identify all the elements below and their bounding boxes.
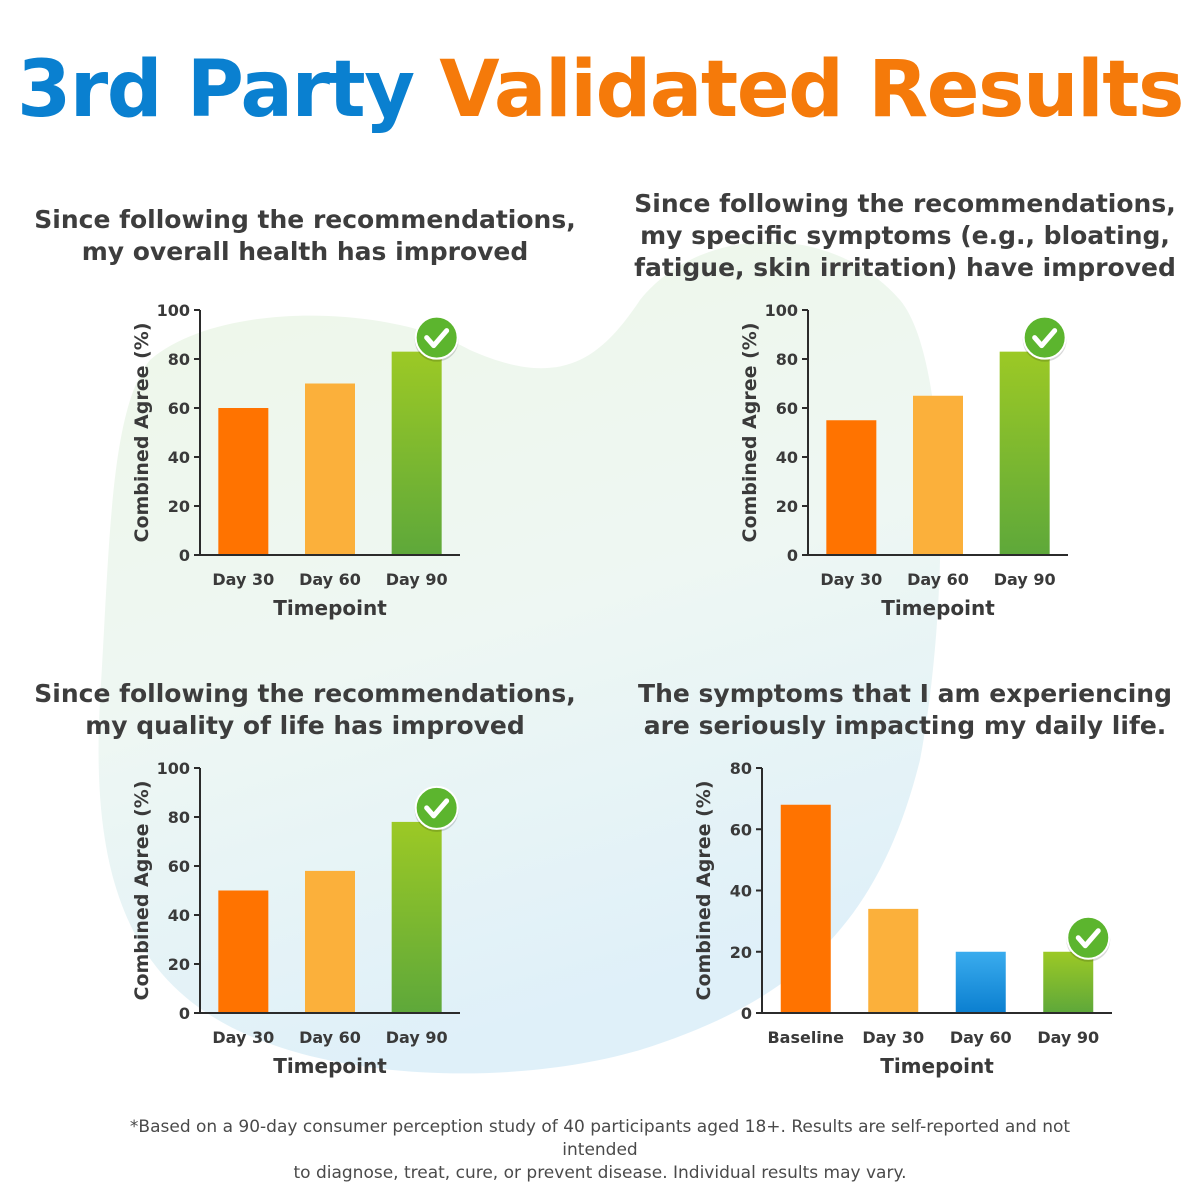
chart-2-title: Since following the recommendations, my … (620, 188, 1190, 284)
bar (218, 408, 269, 555)
chart-4-title-line: The symptoms that I am experiencing (638, 679, 1172, 708)
chart-1: Day 30 Day 60 Day 90 0 20 40 60 80 100 Timepoint C… (131, 301, 460, 620)
chart-3-title-line: Since following the recommendations, (34, 679, 576, 708)
x-tick-label: Day 60 (907, 570, 969, 589)
y-tick-label: 60 (168, 857, 190, 876)
x-tick-label: Day 60 (299, 570, 361, 589)
x-tick-label: Day 30 (212, 1028, 274, 1047)
chart-4-title: The symptoms that I am experiencing are … (620, 678, 1190, 742)
y-tick-label: 60 (776, 399, 798, 418)
y-axis-label: Combined Agree (%) (739, 322, 761, 542)
y-tick-label: 0 (741, 1004, 752, 1023)
y-tick-label: 60 (168, 399, 190, 418)
bar (391, 821, 442, 1013)
headline-part-orange: Validated Results (439, 45, 1184, 135)
check-icon (414, 315, 459, 362)
y-tick-label: 100 (765, 301, 798, 320)
y-axis-label: Combined Agree (%) (693, 780, 715, 1000)
chart-4-title-line: are seriously impacting my daily life. (643, 711, 1167, 740)
y-tick-label: 100 (157, 301, 190, 320)
headline-part-blue: 3rd Party (17, 45, 415, 135)
y-tick-label: 40 (730, 882, 752, 901)
x-axis-label: Timepoint (273, 596, 387, 620)
y-tick-label: 40 (168, 906, 190, 925)
bar (999, 351, 1050, 555)
y-tick-label: 40 (168, 448, 190, 467)
x-tick-label: Day 30 (212, 570, 274, 589)
bar (305, 870, 355, 1013)
y-tick-label: 60 (730, 820, 752, 839)
y-axis-label: Combined Agree (%) (131, 322, 153, 542)
headline: 3rd Party Validated Results (0, 40, 1200, 140)
bar (868, 908, 919, 1013)
x-axis-label: Timepoint (880, 1054, 994, 1078)
check-icon (1022, 315, 1067, 362)
x-tick-label: Day 90 (994, 570, 1056, 589)
x-tick-label: Day 60 (950, 1028, 1012, 1047)
x-tick-label: Day 30 (820, 570, 882, 589)
y-tick-label: 20 (776, 497, 798, 516)
chart-2-title-line: fatigue, skin irritation) have improved (634, 253, 1176, 282)
y-tick-label: 80 (168, 808, 190, 827)
chart-2-title-line: my specific symptoms (e.g., bloating, (640, 221, 1170, 250)
y-tick-label: 80 (730, 759, 752, 778)
x-axis-label: Timepoint (881, 596, 995, 620)
y-tick-label: 20 (168, 955, 190, 974)
x-tick-label: Day 60 (299, 1028, 361, 1047)
x-tick-label: Day 90 (386, 1028, 448, 1047)
bar (955, 951, 1006, 1013)
bar (391, 351, 442, 555)
chart-1-title: Since following the recommendations, my … (20, 204, 590, 268)
y-tick-label: 0 (179, 546, 190, 565)
chart-1-title-line: my overall health has improved (81, 237, 529, 266)
x-tick-label: Day 90 (1037, 1028, 1099, 1047)
bar (305, 383, 355, 555)
chart-3: Day 30 Day 60 Day 90 0 20 40 60 80 100 Timepoint C… (131, 759, 460, 1078)
bar (218, 890, 269, 1013)
chart-2: Day 30 Day 60 Day 90 0 20 40 60 80 100 Timepoint C… (739, 301, 1068, 620)
y-tick-label: 80 (776, 350, 798, 369)
x-tick-label: Day 30 (862, 1028, 924, 1047)
bar (1043, 951, 1094, 1013)
chart-1-title-line: Since following the recommendations, (34, 205, 576, 234)
check-icon (414, 785, 459, 832)
chart-3-title-line: my quality of life has improved (85, 711, 525, 740)
y-tick-label: 100 (157, 759, 190, 778)
bar (913, 395, 963, 555)
y-tick-label: 80 (168, 350, 190, 369)
bar (780, 804, 831, 1013)
x-axis-label: Timepoint (273, 1054, 387, 1078)
y-tick-label: 0 (179, 1004, 190, 1023)
footnote-line: to diagnose, treat, cure, or prevent dis… (293, 1163, 907, 1183)
y-axis-label: Combined Agree (%) (131, 780, 153, 1000)
footnote-line: *Based on a 90-day consumer perception s… (129, 1117, 1071, 1160)
x-tick-label: Baseline (767, 1028, 844, 1047)
y-tick-label: 20 (168, 497, 190, 516)
check-icon (1066, 915, 1111, 962)
x-tick-label: Day 90 (386, 570, 448, 589)
y-tick-label: 40 (776, 448, 798, 467)
bar (826, 420, 877, 555)
y-tick-label: 20 (730, 943, 752, 962)
footnote: *Based on a 90-day consumer perception s… (100, 1116, 1100, 1185)
y-tick-label: 0 (787, 546, 798, 565)
chart-4: Baseline Day 30 Day 60 Day 90 0 20 40 60 80 Timep… (693, 759, 1112, 1078)
chart-3-title: Since following the recommendations, my … (20, 678, 590, 742)
chart-2-title-line: Since following the recommendations, (634, 189, 1176, 218)
